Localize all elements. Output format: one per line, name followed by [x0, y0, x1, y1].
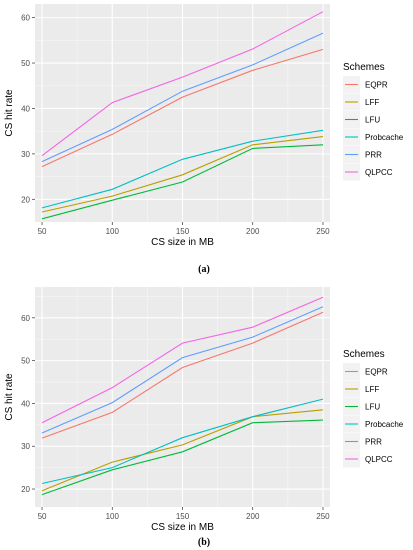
- x-tick-label: 100: [106, 227, 120, 236]
- x-axis-title-a: CS size in MB: [151, 237, 214, 248]
- x-tick-label: 250: [316, 227, 330, 236]
- y-tick-label: 40: [21, 104, 30, 113]
- x-tick-label: 200: [246, 227, 260, 236]
- legend-label: Probcache: [365, 133, 404, 142]
- x-tick-label: 150: [176, 227, 190, 236]
- x-tick-labels-a: 50 100 150 200 250: [38, 222, 330, 236]
- legend-label: PRR: [365, 151, 382, 160]
- x-axis-title-b: CS size in MB: [151, 522, 214, 533]
- y-tick-label: 50: [21, 59, 30, 68]
- y-tick-label: 60: [21, 14, 30, 23]
- series-line-prr: [41, 32, 324, 163]
- caption-a: (a): [198, 264, 210, 275]
- series-line-probcache: [41, 398, 324, 485]
- y-tick-labels-b: 20 30 40 50 60: [21, 314, 35, 494]
- y-tick-labels-a: 20 30 40 50 60: [21, 14, 35, 204]
- x-tick-label: 150: [176, 512, 190, 521]
- legend-label: EQPR: [365, 81, 388, 90]
- x-tick-label: 50: [38, 512, 47, 521]
- legend-label: QLPCC: [365, 168, 393, 177]
- legend-label: EQPR: [365, 368, 388, 377]
- x-tick-label: 200: [246, 512, 260, 521]
- legend-label: LFF: [365, 98, 379, 107]
- series-line-qlpcc: [41, 11, 324, 157]
- y-tick-label: 30: [21, 442, 30, 451]
- y-tick-label: 50: [21, 357, 30, 366]
- series-line-lff: [41, 409, 324, 492]
- y-axis-title-b: CS hit rate: [4, 373, 15, 421]
- y-tick-label: 20: [21, 195, 30, 204]
- y-tick-label: 30: [21, 150, 30, 159]
- series-line-probcache: [41, 129, 324, 209]
- legend-label: LFU: [365, 116, 380, 125]
- series-line-lfu: [41, 144, 324, 220]
- legend-label: LFF: [365, 385, 379, 394]
- y-tick-label: 40: [21, 399, 30, 408]
- legend-label: QLPCC: [365, 455, 393, 464]
- major-grid-b: [35, 287, 330, 507]
- legend-a: EQPR LFF LFU Probcache PRR QLPCC: [343, 76, 404, 181]
- y-tick-label: 20: [21, 485, 30, 494]
- series-line-lff: [41, 136, 324, 213]
- series-line-qlpcc: [41, 296, 324, 424]
- series-lines-b: [41, 296, 324, 496]
- y-axis-title-a: CS hit rate: [4, 89, 15, 137]
- legend-title-b: Schemes: [343, 349, 385, 360]
- series-lines-a: [41, 11, 324, 220]
- x-tick-label: 250: [316, 512, 330, 521]
- legend-label: LFU: [365, 403, 380, 412]
- series-line-lfu: [41, 419, 324, 496]
- legend-label: Probcache: [365, 420, 404, 429]
- x-tick-label: 100: [106, 512, 120, 521]
- series-line-prr: [41, 306, 324, 434]
- caption-b: (b): [198, 537, 210, 548]
- x-tick-labels-b: 50 100 150 200 250: [38, 507, 330, 521]
- legend-label: PRR: [365, 438, 382, 447]
- major-grid-a: [35, 4, 330, 222]
- legend-b: EQPR LFF LFU Probcache PRR QLPCC: [343, 363, 404, 468]
- legend-title-a: Schemes: [343, 62, 385, 73]
- y-tick-label: 60: [21, 314, 30, 323]
- x-tick-label: 50: [38, 227, 47, 236]
- series-line-eqpr: [41, 48, 324, 168]
- series-line-eqpr: [41, 311, 324, 439]
